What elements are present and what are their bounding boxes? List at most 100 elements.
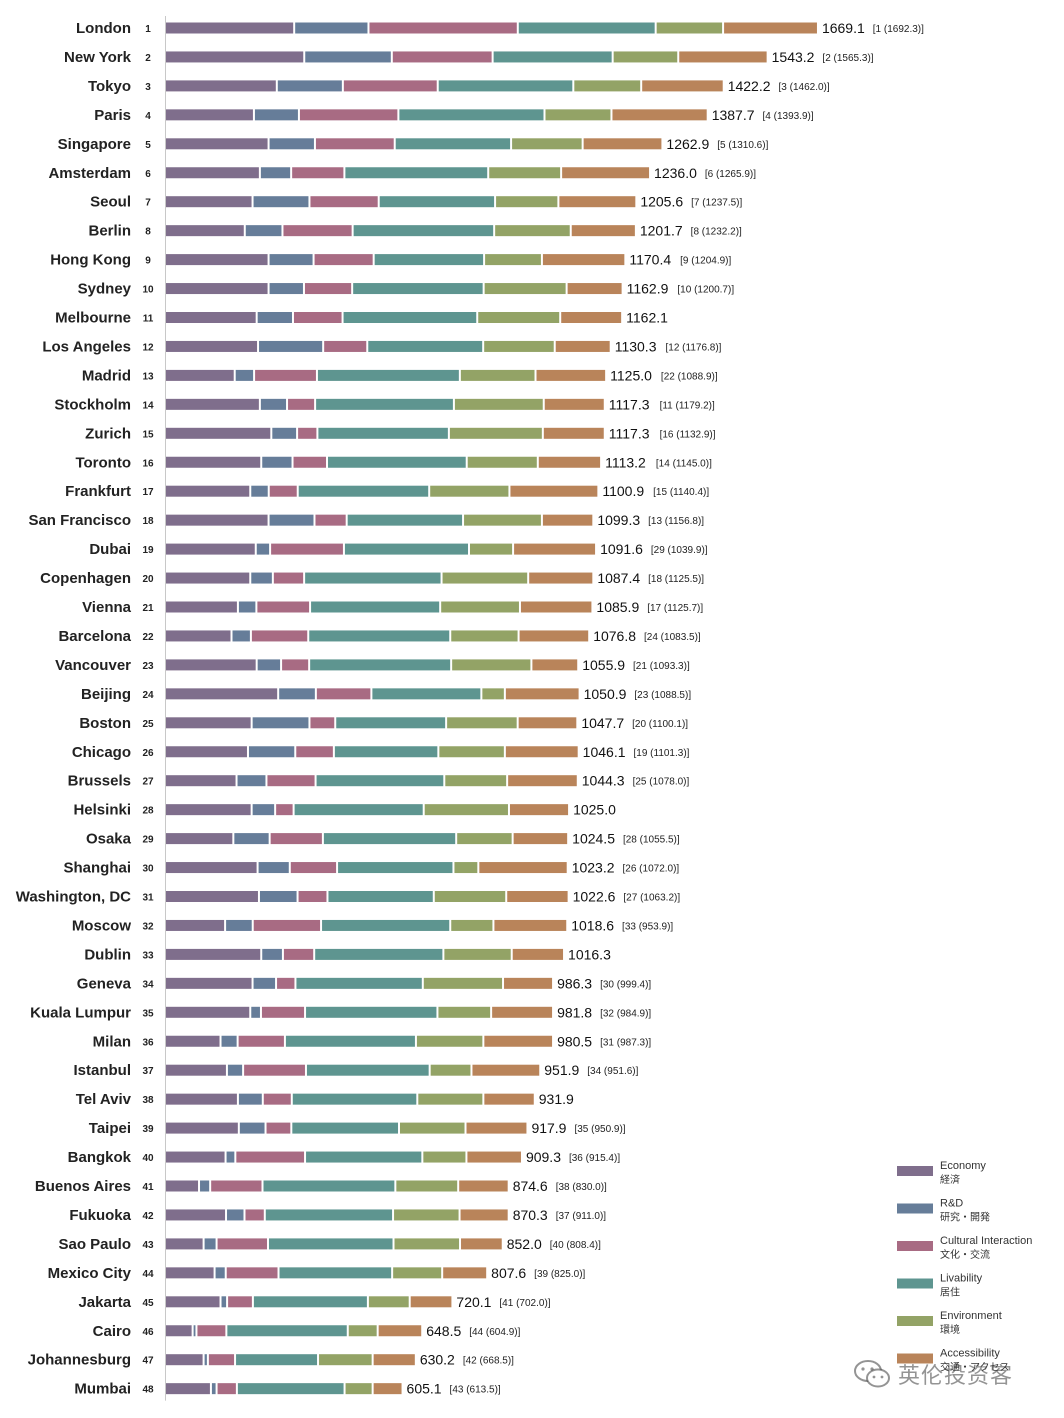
bar-segment-accessibility [559, 196, 636, 208]
bar-segment-accessibility [472, 1064, 540, 1076]
bar-segment-economy [166, 1238, 203, 1250]
bar-segment-accessibility [494, 919, 567, 931]
bar-segment-r-d [239, 1122, 265, 1134]
bar-segment-r-d [251, 572, 272, 584]
bar-segment-environment [439, 746, 504, 758]
bar-segment-cultural-interaction [228, 1296, 252, 1308]
bar-segment-environment [348, 1325, 377, 1337]
watermark-text: 英伦投资客 [898, 1364, 1014, 1389]
bar-segment-cultural-interaction [238, 1035, 284, 1047]
city-total-score: 1125.0 [610, 367, 652, 383]
city-name: Brussels [68, 773, 131, 790]
previous-rank-score: [1 (1692.3)] [873, 24, 924, 35]
bar-segment-cultural-interaction [267, 775, 315, 787]
bar-segment-economy [166, 601, 237, 613]
city-total-score: 1669.1 [822, 20, 865, 36]
previous-rank-score: [42 (668.5)] [463, 1356, 514, 1367]
city-row-47: Johannesburg 47 630.2 [42 (668.5)] [28, 1352, 515, 1369]
city-name: Moscow [72, 917, 132, 934]
bar-segment-livability [353, 225, 494, 237]
bar-segment-accessibility [555, 340, 610, 352]
bar-segment-accessibility [466, 1122, 527, 1134]
bar-segment-livability [292, 1093, 417, 1105]
bar-segment-livability [253, 1296, 367, 1308]
bar-segment-economy [166, 891, 258, 902]
bar-segment-accessibility [544, 398, 604, 410]
previous-rank-score: [37 (911.0)] [556, 1211, 607, 1222]
previous-rank-score: [19 (1101.3)] [633, 748, 689, 759]
legend-label-jp: 交通・アクセス [940, 1361, 1010, 1374]
bar-segment-livability [279, 1267, 392, 1279]
city-rank: 27 [142, 777, 154, 788]
legend-label-jp: 環境 [940, 1323, 960, 1336]
bar-segment-economy [166, 1064, 226, 1076]
city-total-score: 909.3 [526, 1149, 561, 1165]
previous-rank-score: [11 (1179.2)] [660, 400, 715, 411]
bar-segment-accessibility [467, 1151, 521, 1163]
bar-segment-accessibility [562, 167, 650, 179]
bar-segment-cultural-interaction [298, 891, 327, 902]
bar-segment-cultural-interaction [314, 254, 373, 266]
city-rank: 17 [142, 487, 154, 498]
bar-segment-livability [318, 427, 448, 439]
city-row-18: San Francisco 18 1099.3 [13 (1156.8)] [28, 512, 704, 529]
bar-segment-economy [166, 254, 268, 266]
bar-segment-r-d [232, 630, 250, 642]
bar-segment-environment [512, 138, 582, 150]
bar-segment-cultural-interaction [226, 1267, 278, 1279]
city-row-20: Copenhagen 20 1087.4 [18 (1125.5)] [40, 570, 704, 587]
bar-segment-r-d [227, 1064, 243, 1076]
city-total-score: 1085.9 [596, 599, 639, 615]
city-total-score: 870.3 [513, 1207, 548, 1223]
city-rank: 37 [142, 1066, 154, 1077]
bar-segment-accessibility [378, 1325, 422, 1337]
watermark: 英伦投资客 [852, 1352, 1052, 1396]
city-row-15: Zurich 15 1117.3 [16 (1132.9)] [85, 425, 716, 442]
bar-segment-environment [489, 167, 561, 179]
bar-segment-accessibility [513, 833, 568, 845]
city-rank: 33 [142, 950, 154, 961]
city-row-48: Mumbai 48 605.1 [43 (613.5)] [74, 1381, 501, 1398]
city-name: Dublin [84, 946, 131, 963]
city-name: Washington, DC [16, 889, 131, 906]
bar-segment-cultural-interaction [263, 1093, 291, 1105]
bar-segment-environment [574, 80, 641, 92]
city-row-3: Tokyo 3 1422.2 [3 (1462.0)] [88, 78, 830, 95]
bar-segment-cultural-interaction [244, 1064, 305, 1076]
previous-rank-score: [17 (1125.7)] [647, 603, 703, 614]
city-row-4: Paris 4 1387.7 [4 (1393.9)] [94, 107, 814, 124]
bar-segment-cultural-interaction [324, 340, 367, 352]
bar-segment-cultural-interaction [276, 804, 293, 816]
bar-segment-r-d [295, 22, 368, 34]
bar-segment-cultural-interaction [315, 514, 346, 526]
city-name: Geneva [77, 975, 132, 992]
bar-segment-livability [294, 804, 423, 816]
bar-segment-cultural-interaction [270, 833, 322, 845]
city-total-score: 1076.8 [593, 628, 636, 644]
city-row-34: Geneva 34 986.3 [30 (999.4)] [77, 975, 652, 992]
city-row-13: Madrid 13 1125.0 [22 (1088.9)] [82, 367, 718, 384]
bar-segment-cultural-interaction [255, 369, 316, 381]
bar-segment-economy [166, 1267, 214, 1279]
bar-segment-cultural-interaction [197, 1325, 226, 1337]
bar-segment-r-d [272, 427, 297, 439]
city-row-37: Istanbul 37 951.9 [34 (951.6)] [73, 1062, 638, 1079]
bar-segment-livability [306, 1151, 422, 1163]
bar-segment-livability [334, 746, 438, 758]
previous-rank-score: [22 (1088.9)] [661, 371, 718, 382]
bar-segment-accessibility [583, 138, 662, 150]
bar-segment-livability [285, 1035, 415, 1047]
city-rank: 21 [142, 603, 154, 614]
city-rank: 5 [145, 140, 151, 151]
bar-segment-livability [316, 775, 444, 787]
city-rank: 26 [142, 748, 154, 759]
previous-rank-score: [9 (1204.9)] [680, 256, 731, 267]
bar-segment-environment [319, 1354, 372, 1366]
bar-segment-r-d [237, 775, 266, 787]
bar-segment-environment [430, 485, 509, 497]
city-name: Sydney [78, 281, 132, 298]
bar-segment-accessibility [679, 51, 767, 63]
bar-segment-livability [344, 543, 469, 555]
previous-rank-score: [3 (1462.0)] [779, 82, 830, 93]
bar-segment-r-d [215, 1267, 225, 1279]
